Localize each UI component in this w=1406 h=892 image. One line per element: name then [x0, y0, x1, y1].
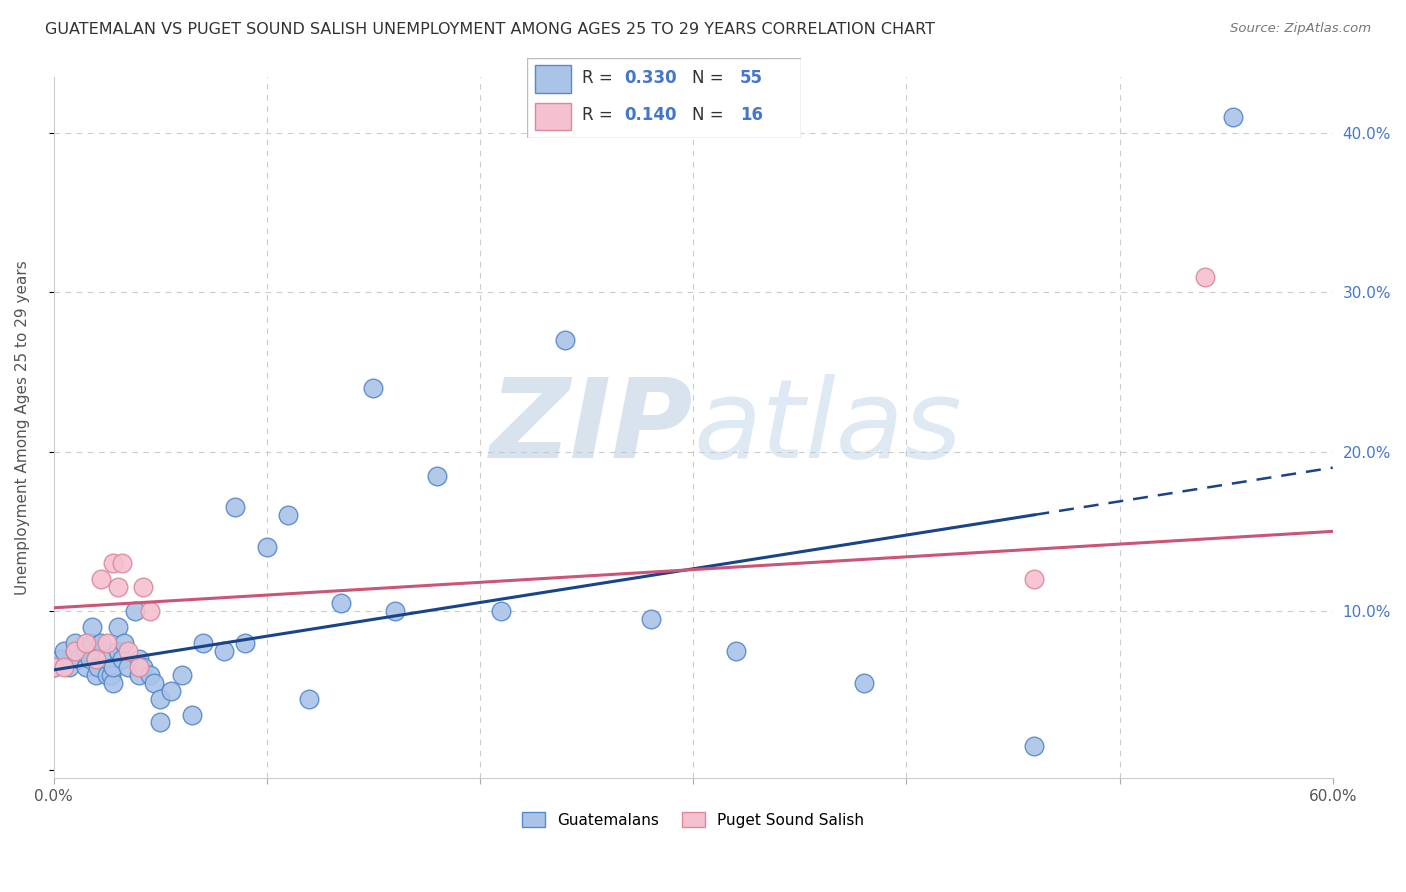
Point: [111, 556, 134, 570]
Point: [640, 612, 662, 626]
Point: [58, 659, 80, 673]
Point: [491, 604, 513, 618]
Point: [103, 675, 125, 690]
Point: [96, 636, 118, 650]
Point: [256, 541, 278, 555]
Point: [132, 659, 155, 673]
Text: N =: N =: [692, 70, 728, 87]
FancyBboxPatch shape: [536, 103, 571, 130]
Point: [1024, 572, 1046, 586]
Point: [49, 652, 72, 666]
Text: Source: ZipAtlas.com: Source: ZipAtlas.com: [1230, 22, 1371, 36]
Point: [554, 333, 576, 347]
Legend: Guatemalans, Puget Sound Salish: Guatemalans, Puget Sound Salish: [516, 805, 870, 834]
Point: [128, 659, 150, 673]
Point: [75, 644, 97, 658]
Point: [107, 644, 129, 658]
Point: [170, 667, 193, 681]
Text: atlas: atlas: [693, 375, 962, 482]
Point: [160, 683, 183, 698]
Point: [117, 659, 139, 673]
Text: 0.140: 0.140: [624, 106, 678, 124]
Point: [191, 636, 214, 650]
Point: [96, 667, 118, 681]
Point: [87, 659, 110, 673]
Text: 16: 16: [740, 106, 762, 124]
Text: 0.330: 0.330: [624, 70, 678, 87]
Point: [103, 659, 125, 673]
Point: [149, 715, 172, 730]
Point: [84, 667, 107, 681]
FancyBboxPatch shape: [527, 58, 801, 138]
FancyBboxPatch shape: [536, 65, 571, 93]
Point: [117, 644, 139, 658]
Point: [89, 636, 111, 650]
Point: [79, 652, 101, 666]
Point: [363, 381, 385, 395]
Point: [75, 659, 97, 673]
Point: [212, 644, 235, 658]
Point: [96, 652, 118, 666]
Text: ZIP: ZIP: [489, 375, 693, 482]
Point: [89, 572, 111, 586]
Text: R =: R =: [582, 70, 619, 87]
Text: 55: 55: [740, 70, 762, 87]
Point: [53, 659, 76, 673]
Point: [107, 620, 129, 634]
Text: GUATEMALAN VS PUGET SOUND SALISH UNEMPLOYMENT AMONG AGES 25 TO 29 YEARS CORRELAT: GUATEMALAN VS PUGET SOUND SALISH UNEMPLO…: [45, 22, 935, 37]
Point: [100, 667, 122, 681]
Point: [277, 508, 299, 523]
Point: [384, 604, 406, 618]
Point: [426, 468, 449, 483]
Point: [142, 675, 165, 690]
Point: [224, 500, 246, 515]
Point: [80, 636, 103, 650]
Point: [298, 691, 321, 706]
Point: [42, 659, 65, 673]
Text: R =: R =: [582, 106, 619, 124]
Point: [1194, 269, 1216, 284]
Text: N =: N =: [692, 106, 728, 124]
Point: [138, 667, 160, 681]
Point: [63, 636, 86, 650]
Point: [724, 644, 747, 658]
Point: [107, 580, 129, 594]
Point: [63, 644, 86, 658]
Point: [42, 659, 65, 673]
Point: [75, 636, 97, 650]
Point: [149, 691, 172, 706]
Point: [63, 644, 86, 658]
Point: [235, 636, 257, 650]
Y-axis label: Unemployment Among Ages 25 to 29 years: Unemployment Among Ages 25 to 29 years: [15, 260, 30, 595]
Point: [138, 604, 160, 618]
Point: [128, 652, 150, 666]
Point: [1222, 110, 1244, 124]
Point: [67, 652, 90, 666]
Point: [132, 580, 155, 594]
Point: [84, 652, 107, 666]
Point: [181, 707, 204, 722]
Point: [112, 636, 135, 650]
Point: [80, 620, 103, 634]
Point: [124, 604, 146, 618]
Point: [53, 644, 76, 658]
Point: [330, 596, 353, 610]
Point: [111, 652, 134, 666]
Point: [84, 652, 107, 666]
Point: [852, 675, 875, 690]
Point: [128, 667, 150, 681]
Point: [1024, 739, 1046, 754]
Point: [103, 556, 125, 570]
